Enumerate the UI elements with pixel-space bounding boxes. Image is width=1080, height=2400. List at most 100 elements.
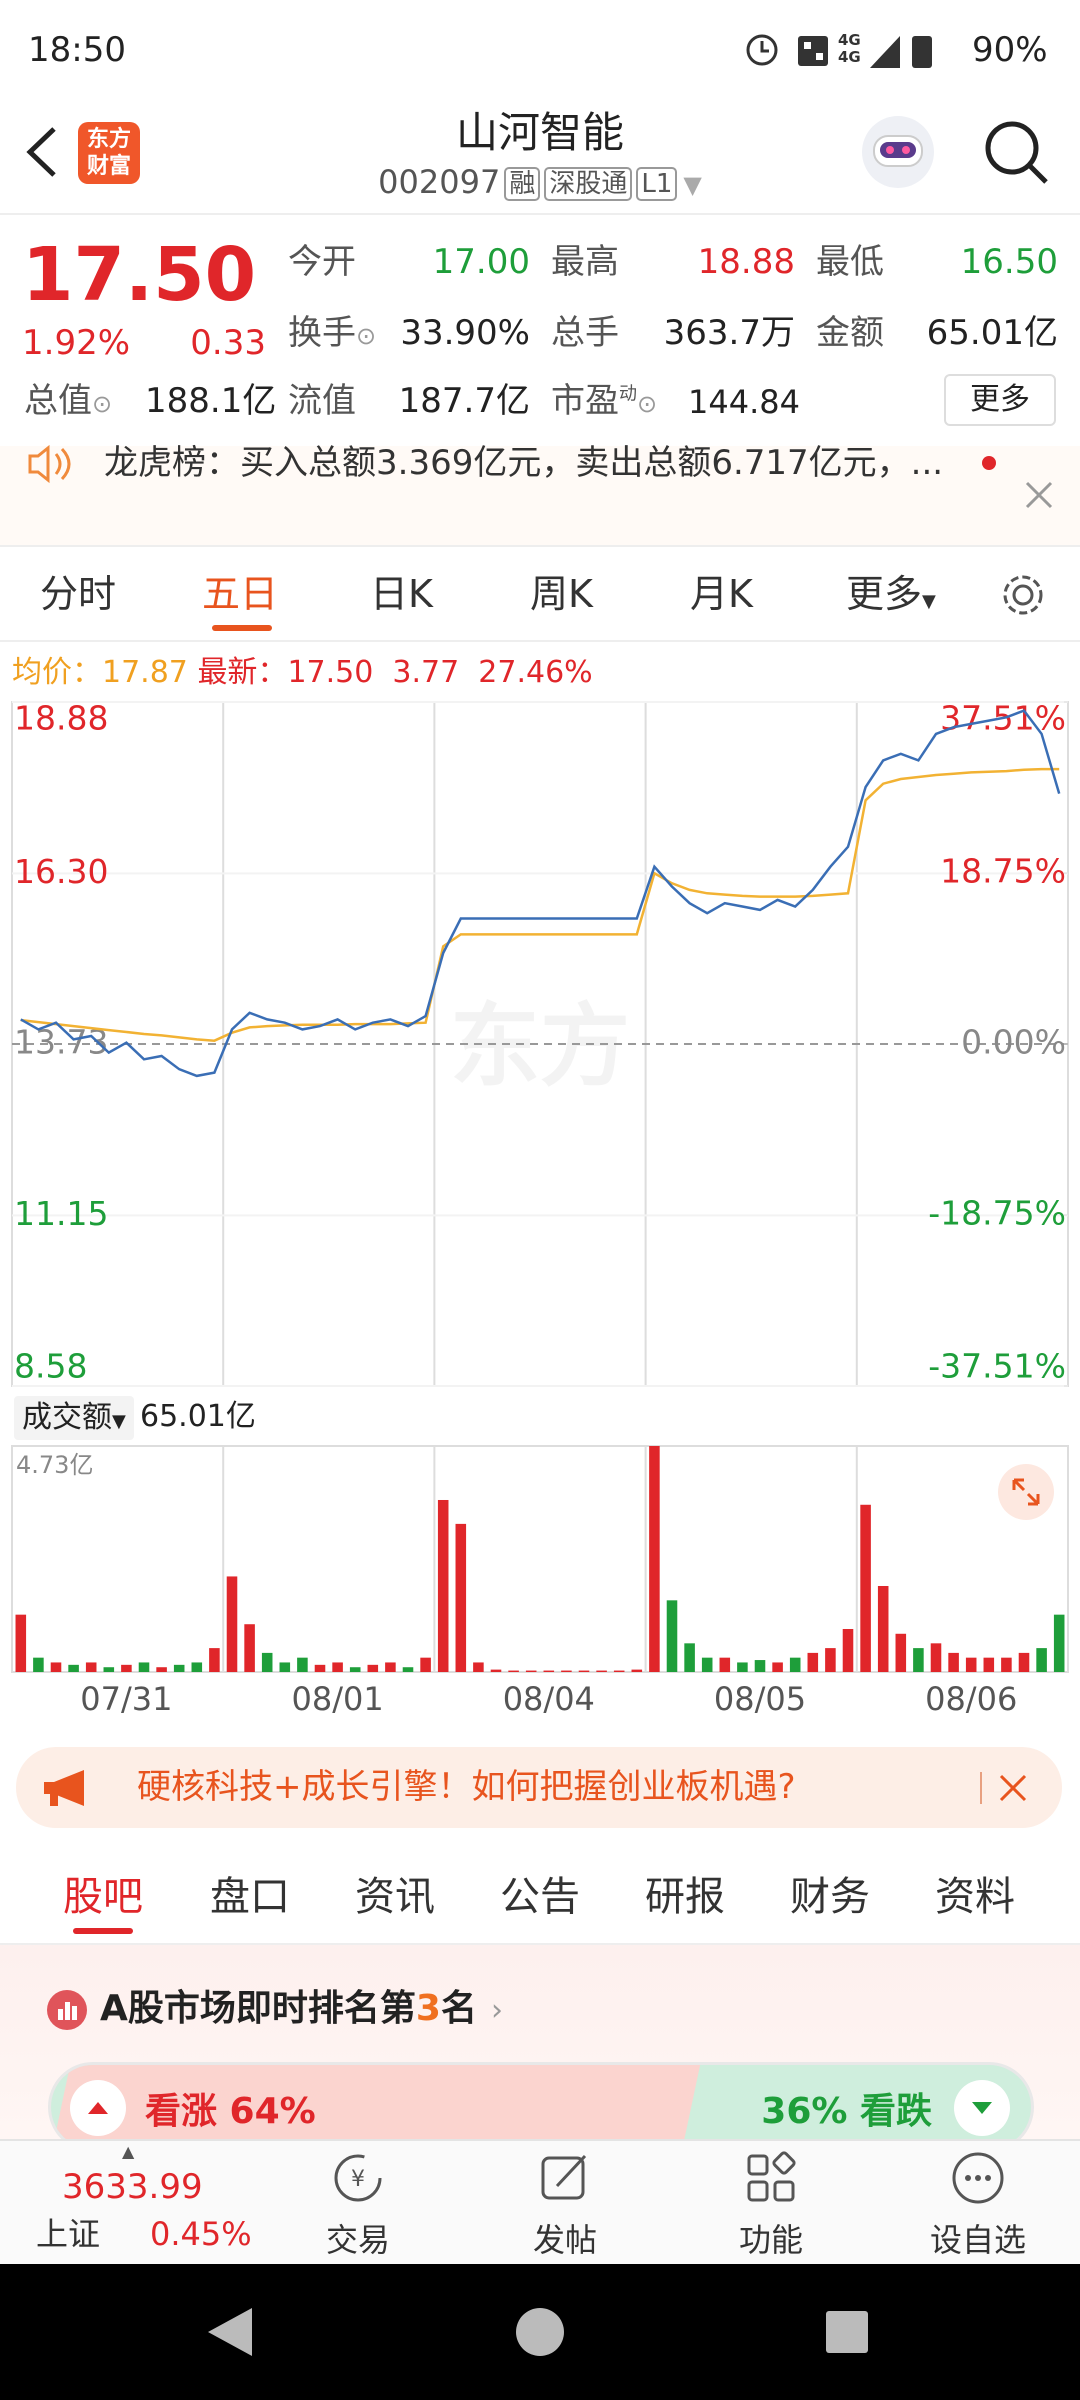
info-icon[interactable]: ⊙ <box>356 322 377 350</box>
status-icons <box>746 34 932 68</box>
close-notice[interactable] <box>1024 480 1054 510</box>
tab[interactable]: 分时 <box>40 572 117 616</box>
divider <box>980 1772 982 1804</box>
nav-item[interactable]: 设自选 <box>929 2221 1026 2259</box>
system-nav <box>0 2264 1080 2400</box>
tag: 融 <box>504 167 541 201</box>
field-label-text: 市盈 <box>551 381 619 421</box>
rank-text[interactable]: A股市场即时排名第3名 › <box>100 1988 503 2029</box>
x-tick-label: 07/31 <box>80 1680 172 1718</box>
volume-bar <box>314 1664 326 1672</box>
legend-label: 均价： <box>12 655 102 690</box>
settings-button[interactable] <box>998 570 1048 620</box>
close-banner[interactable] <box>998 1773 1028 1803</box>
watchlist-icon[interactable] <box>950 2150 1006 2206</box>
dropdown-arrow[interactable]: ▼ <box>683 171 702 199</box>
volume-bar <box>121 1664 132 1672</box>
tab[interactable]: 资料 <box>935 1874 1015 1920</box>
x-tick-label: 08/01 <box>291 1680 383 1718</box>
legend-avg: 均价：17.87 <box>12 655 188 690</box>
info-icon[interactable]: ⊙ <box>92 390 113 418</box>
volume-bar <box>261 1652 273 1672</box>
tab[interactable]: 月K <box>690 572 753 616</box>
field-label: 市盈动⊙ <box>551 384 657 418</box>
volume-bar <box>68 1664 79 1672</box>
recents-key[interactable] <box>826 2311 868 2353</box>
function-icon[interactable] <box>743 2150 799 2206</box>
tab[interactable]: 公告 <box>500 1874 580 1920</box>
volume-bar <box>455 1523 467 1672</box>
volume-bar <box>965 1657 977 1672</box>
bull-button[interactable] <box>70 2080 126 2136</box>
volume-bar <box>983 1657 995 1672</box>
last-price: 17.50 <box>22 232 257 318</box>
tab[interactable]: 研报 <box>645 1874 725 1920</box>
more-button[interactable]: 更多 <box>944 374 1056 426</box>
info-icon[interactable]: ⊙ <box>637 390 658 418</box>
volume-bar <box>1001 1657 1012 1672</box>
trade-icon[interactable]: ¥ <box>330 2150 386 2206</box>
app-logo[interactable]: 东方 财富 <box>78 122 140 184</box>
field-value: 144.84 <box>688 383 800 421</box>
index-value[interactable]: 3633.99 <box>62 2167 203 2207</box>
volume-bar <box>473 1662 484 1672</box>
notice-text[interactable]: 龙虎榜：买入总额3.369亿元，卖出总额6.717亿元，... <box>104 443 944 483</box>
bear-button[interactable] <box>954 2080 1010 2136</box>
nav-item[interactable]: 功能 <box>738 2221 803 2259</box>
index-name[interactable]: 上证 <box>36 2215 101 2253</box>
y2-tick-label: -18.75% <box>928 1193 1066 1232</box>
home-key[interactable] <box>516 2308 564 2356</box>
change-pct: 1.92% <box>22 323 131 363</box>
back-button[interactable] <box>20 125 64 179</box>
rank-pre: A股市场即时排名第 <box>100 1988 416 2029</box>
legend-value: 17.87 <box>102 655 188 690</box>
volume-tick-label: 4.73亿 <box>16 1451 93 1479</box>
nav-item[interactable]: 交易 <box>325 2221 390 2259</box>
banner[interactable] <box>16 1747 1062 1828</box>
tab[interactable]: 更多▼ <box>846 572 936 616</box>
field-sup: 动 <box>619 383 637 405</box>
volume-bar <box>666 1600 678 1672</box>
search-button[interactable] <box>982 118 1052 188</box>
tab[interactable]: 日K <box>370 572 433 616</box>
tab[interactable]: 周K <box>530 572 593 616</box>
battery: 90% <box>972 30 1048 70</box>
watermark: 东方 <box>450 994 630 1099</box>
back-key[interactable] <box>208 2308 252 2356</box>
index-pct[interactable]: 0.45% <box>150 2215 252 2253</box>
post-icon[interactable] <box>537 2150 593 2206</box>
tab-active[interactable]: 五日 <box>202 572 279 616</box>
y2-tick-label: -37.51% <box>928 1347 1066 1386</box>
volume-bar <box>490 1669 502 1672</box>
tab-active[interactable]: 股吧 <box>63 1874 143 1920</box>
robot-avatar[interactable] <box>858 112 938 192</box>
tab-underline <box>212 625 272 631</box>
tab[interactable]: 盘口 <box>210 1874 290 1920</box>
expand-button[interactable] <box>996 1462 1056 1522</box>
legend-pct: 27.46% <box>478 655 593 690</box>
volume-selector[interactable]: 成交额▼ <box>14 1396 134 1440</box>
banner-text[interactable]: 硬核科技+成长引擎！如何把握创业板机遇? <box>137 1767 796 1807</box>
y-tick-label: 16.30 <box>14 852 108 891</box>
legend-change: 3.77 <box>392 655 460 690</box>
status-time: 18:50 <box>28 30 126 70</box>
volume-bar <box>33 1657 44 1672</box>
field-label: 最高 <box>551 242 619 282</box>
x-tick-label: 08/06 <box>925 1680 1017 1718</box>
volume-bar <box>437 1499 449 1672</box>
legend-label: 最新： <box>197 655 288 690</box>
tab[interactable]: 财务 <box>790 1874 870 1920</box>
volume-bar <box>420 1657 431 1672</box>
field-value: 33.90% <box>400 313 530 353</box>
y-tick-label: 8.58 <box>14 1347 87 1386</box>
field-label: 流值 <box>288 381 356 421</box>
chart: 东方 18.8816.3013.7311.158.5837.51%18.75%0… <box>11 699 1069 1718</box>
volume-bar <box>948 1652 959 1672</box>
nav-item[interactable]: 发帖 <box>532 2221 597 2259</box>
chart-legend: 均价：17.87 最新：17.50 3.77 27.46% <box>12 658 593 688</box>
tab[interactable]: 资讯 <box>355 1874 435 1920</box>
volume-bar <box>684 1643 695 1672</box>
volume-bar <box>825 1648 836 1672</box>
